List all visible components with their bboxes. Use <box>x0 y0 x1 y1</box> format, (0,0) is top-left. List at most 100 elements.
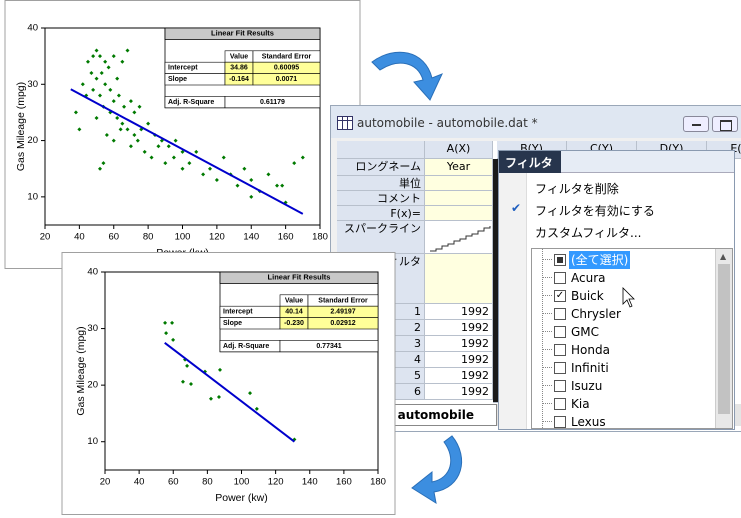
x-tick-label: 80 <box>202 477 213 488</box>
label-cell <box>425 191 493 206</box>
x-tick-label: 40 <box>134 477 145 488</box>
filter-value[interactable]: GMC <box>571 325 600 339</box>
tree-line <box>542 421 552 422</box>
data-point <box>218 367 223 372</box>
scrollbar[interactable]: ▲ <box>715 249 732 428</box>
minimize-button[interactable] <box>683 116 709 132</box>
x-tick-label: 80 <box>143 232 154 243</box>
data-point <box>125 48 130 53</box>
data-point <box>156 144 161 149</box>
sheet-icon <box>337 116 353 130</box>
x-axis-label: Power (kw) <box>215 492 268 504</box>
row-label: F(x)= <box>337 206 425 221</box>
filter-value[interactable]: Honda <box>571 343 610 357</box>
table-row-label: Slope <box>168 76 187 83</box>
checkbox[interactable]: ✓ <box>554 290 566 302</box>
data-point <box>111 99 116 104</box>
y-axis-label: Gas Mileage (mpg) <box>15 82 27 171</box>
tree-line <box>542 313 552 314</box>
x-tick-label: 140 <box>243 232 259 243</box>
data-point <box>180 379 185 384</box>
column-header[interactable]: A(X) <box>425 141 493 159</box>
table-title: Linear Fit Results <box>211 29 274 38</box>
data-cell: 1992 <box>425 368 493 384</box>
filter-value[interactable]: Chrysler <box>571 307 621 321</box>
data-point <box>115 76 120 81</box>
table-header: Standard Error <box>318 297 368 304</box>
checkbox[interactable] <box>554 272 566 284</box>
data-point <box>242 166 247 171</box>
data-point <box>188 382 193 387</box>
table-title-bg <box>219 271 379 284</box>
tree-line <box>542 249 543 428</box>
filter-value[interactable]: Isuzu <box>571 379 603 393</box>
data-cell: 1992 <box>425 352 493 368</box>
data-point <box>94 76 99 81</box>
data-point <box>94 48 99 53</box>
check-mark: ✔ <box>511 201 522 215</box>
filter-value[interactable]: Lexus <box>571 415 606 429</box>
checkbox[interactable] <box>554 416 566 428</box>
table-row-label: Intercept <box>223 309 253 316</box>
checkbox[interactable] <box>554 254 566 266</box>
data-point <box>128 144 133 149</box>
table-row-label: Intercept <box>168 65 198 72</box>
x-tick-label: 20 <box>40 232 51 243</box>
window-title: automobile - automobile.dat * <box>357 116 538 130</box>
menu-item[interactable]: フィルタを有効にする <box>535 204 655 218</box>
checkbox[interactable] <box>554 380 566 392</box>
data-point <box>185 363 190 368</box>
y-tick-label: 40 <box>87 267 98 278</box>
data-point <box>249 194 254 199</box>
table-title: Linear Fit Results <box>268 273 331 282</box>
sparkline <box>430 226 491 252</box>
data-point <box>249 177 254 182</box>
checkbox[interactable] <box>554 326 566 338</box>
data-point <box>201 172 206 177</box>
tree-line <box>542 349 552 350</box>
maximize-button[interactable] <box>712 116 738 132</box>
filter-value[interactable]: Acura <box>571 271 606 285</box>
data-point <box>111 138 116 143</box>
y-tick-label: 10 <box>27 191 38 202</box>
data-point <box>208 166 212 171</box>
data-point <box>104 132 109 137</box>
data-point <box>164 331 169 336</box>
data-point <box>98 93 102 98</box>
fit-line <box>164 341 296 443</box>
checkbox[interactable] <box>554 398 566 410</box>
x-tick-label: 120 <box>268 477 284 488</box>
y-tick-label: 30 <box>87 323 98 334</box>
row-label: コメント <box>337 191 425 206</box>
tree-line <box>542 331 552 332</box>
filter-value[interactable]: Kia <box>571 397 590 411</box>
x-tick-label: 40 <box>74 232 85 243</box>
filter-value[interactable]: Buick <box>571 289 604 303</box>
data-point <box>300 155 305 160</box>
data-point <box>98 166 102 171</box>
checkbox[interactable] <box>554 344 566 356</box>
data-point <box>108 87 113 92</box>
flow-arrow <box>371 51 443 101</box>
data-point <box>280 183 285 188</box>
table-value: 0.02912 <box>330 320 355 327</box>
data-cell: 1992 <box>425 320 493 336</box>
label-cell: Year <box>425 159 493 176</box>
menu-item[interactable]: カスタムフィルタ... <box>535 226 642 240</box>
x-tick-label: 180 <box>312 232 328 243</box>
checkbox[interactable] <box>554 308 566 320</box>
sheet-tab[interactable]: automobile <box>367 404 497 426</box>
data-point <box>214 177 219 182</box>
menu-item[interactable]: フィルタを削除 <box>535 182 619 196</box>
filter-value[interactable]: (全て選択) <box>569 251 631 269</box>
corner-cell <box>337 141 425 159</box>
table-header: Value <box>285 297 303 304</box>
checkbox[interactable] <box>554 362 566 374</box>
table-header: Value <box>230 53 248 60</box>
data-cell: 1992 <box>425 304 493 320</box>
fit-line <box>70 88 304 215</box>
data-point <box>208 396 213 401</box>
x-tick-label: 100 <box>175 232 191 243</box>
tree-line <box>542 403 552 404</box>
filter-value[interactable]: Infiniti <box>571 361 609 375</box>
